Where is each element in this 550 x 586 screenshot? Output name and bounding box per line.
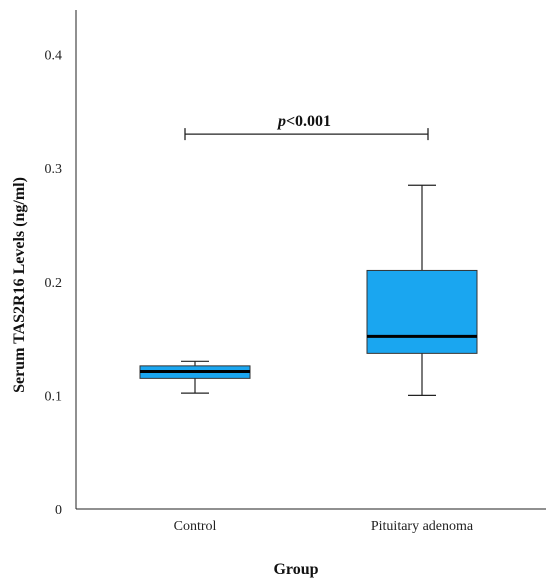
box-1 xyxy=(139,360,251,394)
x-tick-label: Pituitary adenoma xyxy=(371,519,474,534)
p-value-label: p<0.001 xyxy=(276,113,331,130)
p-value-prefix: p xyxy=(276,113,286,130)
y-tick-label: 0 xyxy=(55,503,62,518)
box-2 xyxy=(366,184,478,396)
iqr-box xyxy=(366,269,478,354)
y-axis-title: Serum TAS2R16 Levels (ng/ml) xyxy=(11,177,28,393)
box-series xyxy=(139,184,478,396)
significance-bracket: p<0.001 xyxy=(184,113,429,141)
x-axis-title: Group xyxy=(273,561,318,578)
y-tick-labels: 0 0.1 0.2 0.3 0.4 xyxy=(45,49,63,518)
y-tick-label: 0.3 xyxy=(45,162,63,177)
y-tick-label: 0.1 xyxy=(45,389,63,404)
y-tick-label: 0.4 xyxy=(45,49,63,64)
x-tick-label: Control xyxy=(174,519,217,534)
p-value-text: <0.001 xyxy=(286,113,331,130)
x-tick-labels: Control Pituitary adenoma xyxy=(174,519,474,534)
y-tick-label: 0.2 xyxy=(45,276,63,291)
